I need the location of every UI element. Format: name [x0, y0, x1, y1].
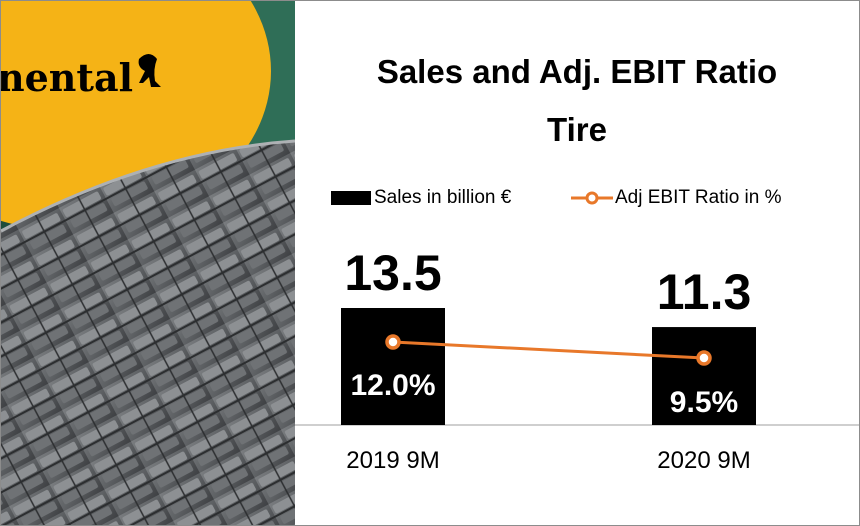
tire-photo: nental [1, 1, 295, 525]
bar-value-label-2019: 13.5 [344, 245, 442, 301]
legend-label-ebit: Adj EBIT Ratio in % [615, 187, 782, 208]
ebit-ratio-line [392, 340, 705, 360]
chart-title-line2: Tire [547, 111, 607, 148]
bar-value-label-2020: 11.3 [656, 264, 752, 321]
category-label-2019: 2019 9M [346, 447, 440, 474]
sales-bar-0 [341, 308, 445, 425]
chart-title-line1: Sales and Adj. EBIT Ratio [376, 53, 778, 90]
legend-label-sales: Sales in billion € [374, 187, 512, 208]
horse-logo-icon [138, 54, 161, 87]
ratio-label-2020: 9.5% [669, 386, 739, 419]
sales-bar-1 [652, 327, 756, 425]
ebit-ratio-marker-0 [385, 334, 401, 350]
legend-item-ebit: Adj EBIT Ratio in % [571, 187, 782, 209]
photo-brand-text: nental [1, 55, 133, 100]
legend-swatch-ebit [571, 191, 613, 205]
category-label-2020: 2020 9M [657, 447, 751, 474]
legend-item-sales: Sales in billion € [331, 187, 511, 209]
ratio-label-2019: 12.0% [350, 369, 436, 402]
legend-swatch-sales [331, 191, 371, 205]
ebit-ratio-marker-1 [696, 350, 712, 366]
